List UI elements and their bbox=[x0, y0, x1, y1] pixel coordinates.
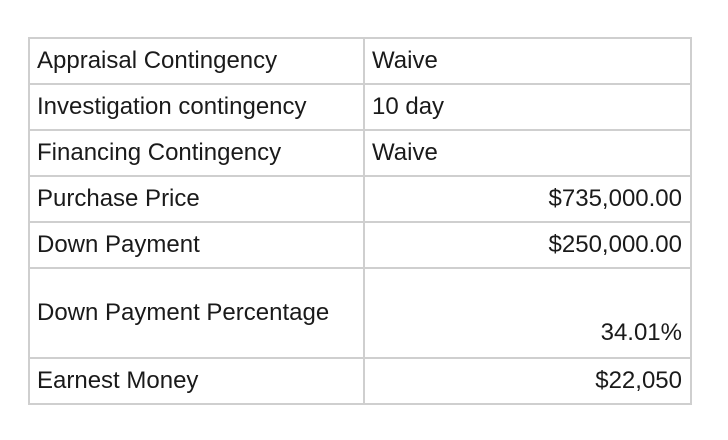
row-label: Financing Contingency bbox=[28, 129, 365, 177]
table-row: Appraisal Contingency Waive bbox=[28, 37, 692, 85]
table-row: Purchase Price $735,000.00 bbox=[28, 175, 692, 223]
table-row: Financing Contingency Waive bbox=[28, 129, 692, 177]
row-label: Earnest Money bbox=[28, 357, 365, 405]
row-value: 34.01% bbox=[363, 267, 692, 359]
row-value: Waive bbox=[363, 37, 692, 85]
row-label: Investigation contingency bbox=[28, 83, 365, 131]
table-row: Down Payment $250,000.00 bbox=[28, 221, 692, 269]
row-label: Down Payment bbox=[28, 221, 365, 269]
row-value: Waive bbox=[363, 129, 692, 177]
row-value: 10 day bbox=[363, 83, 692, 131]
row-label: Purchase Price bbox=[28, 175, 365, 223]
row-value: $22,050 bbox=[363, 357, 692, 405]
row-label: Appraisal Contingency bbox=[28, 37, 365, 85]
row-value: $735,000.00 bbox=[363, 175, 692, 223]
table-row: Earnest Money $22,050 bbox=[28, 357, 692, 405]
row-label: Down Payment Percentage bbox=[28, 267, 365, 359]
row-value: $250,000.00 bbox=[363, 221, 692, 269]
purchase-terms-table: Appraisal Contingency Waive Investigatio… bbox=[28, 37, 692, 405]
table-row: Investigation contingency 10 day bbox=[28, 83, 692, 131]
table-row: Down Payment Percentage 34.01% bbox=[28, 267, 692, 359]
